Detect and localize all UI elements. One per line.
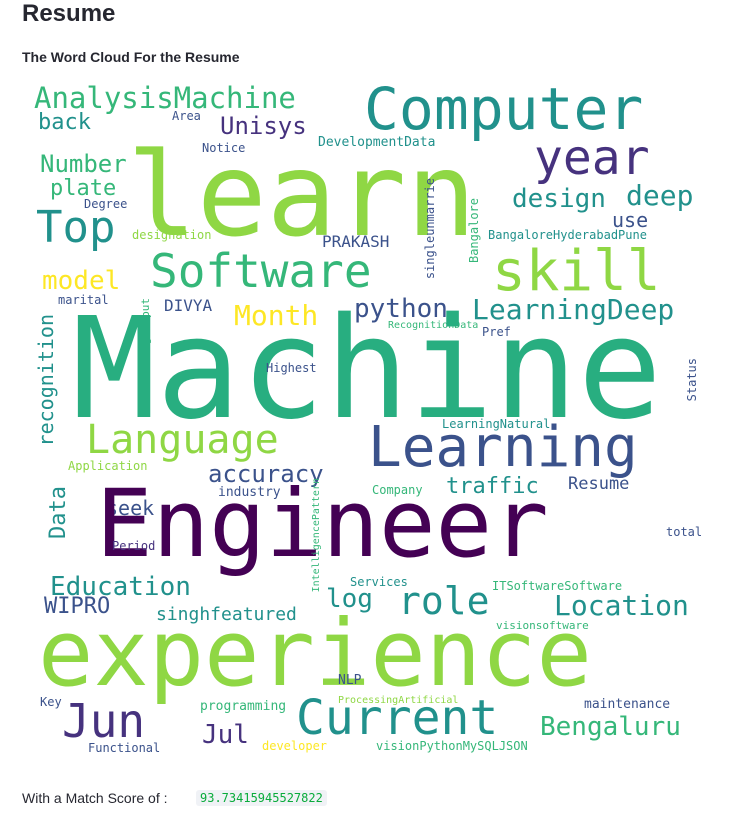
word: designation [132,228,212,242]
word: traffic [446,474,539,499]
word: use [612,208,649,232]
word: programming [200,699,287,714]
word: Language [86,417,279,463]
word: Application [68,459,148,473]
word: recognition [34,314,58,447]
word: Pref [482,325,511,339]
page-title: Resume [22,0,116,27]
word: Bengaluru [540,712,681,742]
word: back [38,110,91,135]
word: design [512,184,606,214]
word: python [354,294,448,324]
word: BangaloreHyderabadPune [488,228,647,242]
word: developer [262,739,328,753]
word: Key [40,695,62,709]
word-cloud-image: learn Computer year AnalysisMachine back… [22,78,722,778]
word: total [666,525,703,539]
word: PRAKASH [322,232,390,251]
word: Engineer [96,470,549,579]
word: skill [492,239,661,304]
word: Jul [202,720,249,750]
word: model [42,266,121,296]
word: Bangalore [467,198,481,264]
word: Learning [368,415,638,480]
word: Location [554,589,689,622]
word: Month [234,299,319,332]
word: DevelopmentData [318,135,436,150]
word: IntelligencePattern [311,478,322,593]
word: Current [296,690,499,746]
word: Area [172,109,201,123]
word: deep [626,179,694,212]
word: RecognitionData [388,320,479,331]
word: plate [50,176,117,201]
word: Company [372,483,423,497]
word: accuracy [208,460,324,488]
word: LearningNatural [442,417,551,431]
word: Services [350,575,408,589]
word: industry [218,485,281,500]
word: experience [38,600,592,707]
word: Functional [88,741,161,755]
word: ProcessingArtificial [338,695,459,706]
word: Unisys [220,112,307,140]
word: Number [40,150,127,178]
word: Machine [72,288,663,451]
word: AnalysisMachine [34,81,296,115]
word: Degree [84,197,128,211]
word: marital [58,293,109,307]
word: maintenance [584,697,671,712]
word: Computer [364,78,644,143]
match-score-value: 93.73415945527822 [196,790,327,806]
word: log [326,584,373,614]
word: role [398,579,490,623]
word: Period [112,539,156,553]
word: seek [106,496,155,520]
word: visionsoftware [496,619,589,632]
word: singhfeatured [156,604,297,625]
match-score-label: With a Match Score of : [22,790,168,806]
word: Software [150,244,372,298]
word: LearningDeep [472,293,675,326]
word: Top [36,202,116,253]
word: Data [46,486,71,539]
word: singleunmarrie [423,178,437,280]
word: Resume [568,474,630,494]
word: ITSoftwareSoftware [492,579,623,593]
word: Education [50,572,191,602]
word: Jun [62,694,146,748]
word: learn [127,128,477,263]
word: DIVYA [164,296,213,315]
word: NLP [338,673,362,688]
section-subtitle: The Word Cloud For the Resume [22,49,240,65]
word: WIPRO [44,594,111,619]
word: Status [685,358,699,402]
word: year [534,130,650,186]
word: Highest [266,361,317,375]
word: visionPythonMySQLJSON [376,739,528,753]
word: Notice [202,141,246,155]
